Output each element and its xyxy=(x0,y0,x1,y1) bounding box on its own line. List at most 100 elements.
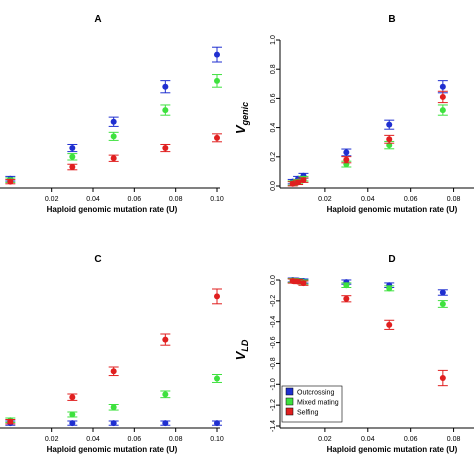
legend-label: Selfing xyxy=(297,410,319,417)
data-point xyxy=(214,375,220,382)
data-point xyxy=(439,107,446,114)
x-tick-label: 0.02 xyxy=(318,196,332,203)
data-point xyxy=(343,149,350,156)
y-tick-label: -1.0 xyxy=(270,378,277,390)
data-point xyxy=(289,278,296,285)
data-point xyxy=(386,321,393,328)
legend-swatch xyxy=(285,387,294,396)
data-point xyxy=(300,280,307,287)
x-tick-label: 0.06 xyxy=(128,196,142,203)
data-point xyxy=(343,282,350,289)
panel-d-ylabel-main: V xyxy=(233,350,248,360)
legend-swatch xyxy=(285,397,294,406)
data-point xyxy=(110,155,117,162)
data-point xyxy=(386,136,393,143)
y-tick-label: 0.6 xyxy=(270,93,277,103)
data-point xyxy=(110,404,117,411)
x-tick-label: 0.02 xyxy=(45,436,59,443)
y-tick-label: -1.4 xyxy=(270,420,277,432)
x-tick-label: 0.06 xyxy=(128,436,142,443)
data-point xyxy=(69,394,76,401)
data-point xyxy=(162,336,169,343)
data-point xyxy=(110,133,117,140)
data-point xyxy=(439,83,446,90)
legend-label: Mixed mating xyxy=(297,400,339,407)
data-point xyxy=(69,145,76,152)
data-point xyxy=(343,295,350,302)
panel-c: C Haploid genomic mutation rate (U) 0.02… xyxy=(0,254,224,454)
panel-b-ticks: 0.02 0.04 0.06 0.08 0.0 0.2 0.4 0.6 0.8 1.0 xyxy=(270,35,461,203)
data-point xyxy=(439,93,446,100)
panel-a-ticks: 0.02 0.04 0.06 0.08 0.10 xyxy=(45,188,224,203)
data-point xyxy=(214,77,220,84)
data-point xyxy=(110,420,117,427)
panel-c-marks xyxy=(5,288,222,427)
y-tick-label: -0.2 xyxy=(270,295,277,307)
data-point xyxy=(162,107,169,114)
x-tick-label: 0.02 xyxy=(45,196,59,203)
x-tick-label: 0.08 xyxy=(447,436,461,443)
panel-d: D VLD Haploid genomic mutation rate (U) … xyxy=(233,254,474,454)
panel-c-ticks: 0.02 0.04 0.06 0.08 0.10 xyxy=(45,428,224,443)
panel-a-marks xyxy=(5,46,222,185)
data-point xyxy=(162,145,169,152)
data-point xyxy=(439,375,446,382)
panel-d-marks xyxy=(287,277,448,387)
panel-b-ylabel-sub: genic xyxy=(240,102,250,127)
data-point xyxy=(295,179,302,186)
data-point xyxy=(300,177,307,184)
panel-d-xlabel: Haploid genomic mutation rate (U) xyxy=(327,445,458,454)
y-tick-label: 0.4 xyxy=(270,123,277,133)
panel-b-marks xyxy=(287,80,448,187)
panel-a-title: A xyxy=(94,14,101,25)
x-tick-label: 0.08 xyxy=(169,196,183,203)
panel-a-xlabel: Haploid genomic mutation rate (U) xyxy=(47,205,178,214)
panel-d-title: D xyxy=(388,254,395,265)
data-point xyxy=(295,278,302,285)
data-point xyxy=(439,289,446,296)
data-point xyxy=(162,83,169,90)
panel-b-title: B xyxy=(388,14,395,25)
x-tick-label: 0.08 xyxy=(447,196,461,203)
x-tick-label: 0.04 xyxy=(86,196,100,203)
y-tick-label: 0.8 xyxy=(270,64,277,74)
data-point xyxy=(69,164,76,171)
panel-d-ylabel-sub: LD xyxy=(240,339,250,351)
y-tick-label: -0.8 xyxy=(270,357,277,369)
data-point xyxy=(214,293,220,300)
panel-b-ylabel-main: V xyxy=(233,124,248,134)
data-point xyxy=(162,420,169,427)
data-point xyxy=(214,51,220,58)
panel-d-ylabel: VLD xyxy=(233,339,250,360)
y-tick-label: 1.0 xyxy=(270,35,277,45)
x-tick-label: 0.08 xyxy=(169,436,183,443)
data-point xyxy=(386,121,393,128)
legend: Outcrossing Mixed mating Selfing xyxy=(281,385,343,423)
data-point xyxy=(162,391,169,398)
y-tick-label: 0.0 xyxy=(270,181,277,191)
data-point xyxy=(214,420,220,427)
panel-b: B Vgenic Haploid genomic mutation rate (… xyxy=(233,14,474,214)
y-tick-label: 0.2 xyxy=(270,152,277,162)
data-point xyxy=(69,411,76,418)
panel-b-ylabel: Vgenic xyxy=(233,102,250,134)
panel-c-xlabel: Haploid genomic mutation rate (U) xyxy=(47,445,178,454)
y-tick-label: -1.2 xyxy=(270,399,277,411)
legend-swatch xyxy=(285,407,294,416)
y-tick-label: 0.0 xyxy=(270,275,277,285)
data-point xyxy=(110,118,117,125)
panel-a: A Haploid genomic mutation rate (U) 0.02… xyxy=(0,14,224,214)
data-point xyxy=(439,300,446,307)
data-point xyxy=(69,420,76,427)
y-tick-label: -0.6 xyxy=(270,336,277,348)
x-tick-label: 0.04 xyxy=(361,436,375,443)
x-tick-label: 0.10 xyxy=(210,196,224,203)
x-tick-label: 0.06 xyxy=(404,436,418,443)
x-tick-label: 0.06 xyxy=(404,196,418,203)
data-point xyxy=(7,178,14,185)
x-tick-label: 0.10 xyxy=(210,436,224,443)
panel-b-xlabel: Haploid genomic mutation rate (U) xyxy=(327,205,458,214)
panel-c-title: C xyxy=(94,254,101,265)
data-point xyxy=(343,156,350,163)
